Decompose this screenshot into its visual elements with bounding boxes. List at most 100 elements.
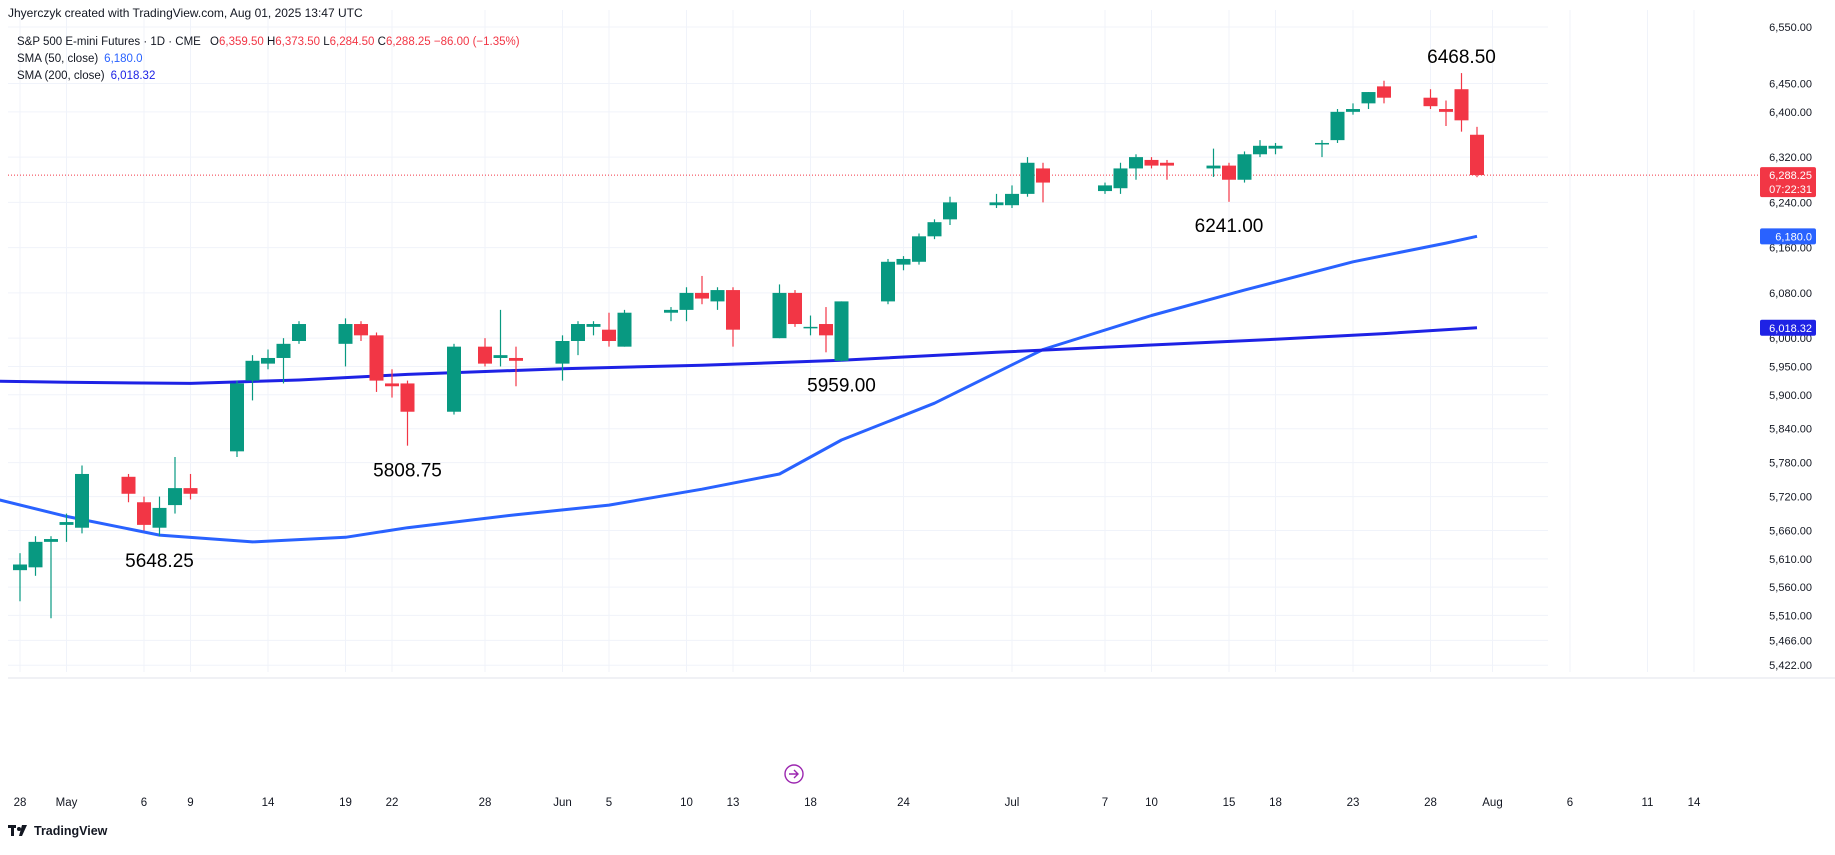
- candle[interactable]: [59, 513, 74, 542]
- change-value: −86.00 (−1.35%): [433, 36, 520, 48]
- candle[interactable]: [1454, 73, 1469, 132]
- low-value: 6,284.50: [329, 36, 375, 48]
- candle[interactable]: [1160, 159, 1174, 180]
- candle[interactable]: [13, 553, 27, 602]
- candle[interactable]: [571, 321, 585, 356]
- candle[interactable]: [1315, 140, 1329, 158]
- candle[interactable]: [1423, 89, 1438, 110]
- candle[interactable]: [183, 473, 198, 500]
- candle[interactable]: [602, 312, 616, 347]
- sma50-value: 6,180.0: [104, 53, 143, 65]
- candle[interactable]: [788, 290, 802, 327]
- candle[interactable]: [1377, 80, 1391, 104]
- candle[interactable]: [493, 309, 508, 367]
- sma200-line: [0, 326, 1478, 385]
- candle[interactable]: [447, 343, 461, 415]
- candle[interactable]: [710, 287, 725, 310]
- candle[interactable]: [1330, 109, 1345, 143]
- candle[interactable]: [555, 335, 570, 381]
- sma50-badge-bg: [1760, 228, 1816, 245]
- candle[interactable]: [137, 496, 151, 531]
- candle[interactable]: [896, 256, 911, 271]
- legend-sma200-row[interactable]: SMA (200, close) 6,018.32: [17, 68, 520, 85]
- candle-body: [121, 476, 136, 494]
- replay-icon[interactable]: [784, 764, 804, 784]
- candle-body: [152, 507, 167, 528]
- candle[interactable]: [385, 369, 399, 398]
- candle-body: [1268, 145, 1283, 149]
- candle[interactable]: [292, 321, 306, 344]
- candle[interactable]: [834, 301, 849, 362]
- candle[interactable]: [927, 219, 942, 240]
- candle[interactable]: [1439, 100, 1453, 126]
- candle[interactable]: [478, 338, 492, 367]
- y-tick-label: 5,950.00: [1769, 361, 1812, 373]
- candle[interactable]: [400, 380, 415, 446]
- x-tick-label: Aug: [1482, 797, 1502, 809]
- candle[interactable]: [1020, 157, 1035, 197]
- candle-body: [44, 539, 58, 542]
- candle[interactable]: [695, 275, 709, 305]
- candle[interactable]: [1036, 162, 1050, 203]
- candle[interactable]: [1237, 151, 1252, 183]
- candle[interactable]: [1346, 103, 1360, 115]
- candle[interactable]: [354, 321, 368, 341]
- candle-body: [664, 309, 678, 313]
- candle-body: [338, 324, 353, 344]
- candle-body: [400, 383, 415, 412]
- candle[interactable]: [1222, 162, 1236, 202]
- candle[interactable]: [912, 233, 926, 265]
- candle[interactable]: [230, 380, 244, 457]
- candle[interactable]: [1268, 142, 1283, 155]
- candle[interactable]: [1005, 185, 1019, 209]
- symbol-label[interactable]: S&P 500 E-mini Futures · 1D · CME: [17, 36, 201, 48]
- candle[interactable]: [1470, 126, 1484, 178]
- candle[interactable]: [803, 315, 818, 336]
- candle[interactable]: [586, 321, 601, 336]
- x-tick-label: 23: [1347, 797, 1360, 809]
- candle[interactable]: [152, 496, 167, 537]
- candle[interactable]: [28, 536, 43, 576]
- x-tick-label: 7: [1102, 797, 1108, 809]
- candle[interactable]: [1361, 92, 1376, 110]
- candle[interactable]: [245, 355, 260, 401]
- candle[interactable]: [121, 473, 136, 503]
- candle[interactable]: [44, 536, 58, 619]
- sma50-badge-text: 6,180.0: [1775, 231, 1812, 243]
- candle[interactable]: [1129, 154, 1143, 180]
- footer-brand[interactable]: TradingView: [8, 824, 107, 838]
- candle-body: [989, 202, 1004, 206]
- candle[interactable]: [989, 193, 1004, 209]
- candle[interactable]: [819, 307, 833, 353]
- x-tick-label: 13: [727, 797, 740, 809]
- legend-sma50-row[interactable]: SMA (50, close) 6,180.0: [17, 51, 520, 68]
- candle[interactable]: [617, 309, 632, 347]
- candle-body: [13, 564, 27, 571]
- candle[interactable]: [679, 287, 694, 322]
- candle[interactable]: [1206, 148, 1221, 177]
- candle[interactable]: [943, 196, 957, 226]
- candle[interactable]: [276, 338, 291, 384]
- candle-body: [1129, 157, 1143, 169]
- candle[interactable]: [261, 349, 275, 370]
- y-tick-label: 5,560.00: [1769, 582, 1812, 594]
- candle[interactable]: [509, 346, 523, 387]
- candle[interactable]: [168, 456, 182, 514]
- candle[interactable]: [726, 287, 740, 347]
- candle[interactable]: [1113, 162, 1128, 194]
- candle[interactable]: [369, 332, 384, 392]
- candle[interactable]: [75, 465, 89, 534]
- close-key: C: [377, 36, 386, 48]
- candle[interactable]: [1098, 182, 1112, 194]
- candle[interactable]: [772, 284, 787, 339]
- candle[interactable]: [338, 318, 353, 367]
- candle[interactable]: [1144, 157, 1159, 169]
- candle[interactable]: [1253, 140, 1267, 158]
- y-tick-label: 6,550.00: [1769, 22, 1812, 34]
- candle-body: [1020, 162, 1035, 194]
- candle[interactable]: [881, 258, 895, 305]
- candle[interactable]: [664, 307, 678, 322]
- candle-body: [1470, 134, 1484, 176]
